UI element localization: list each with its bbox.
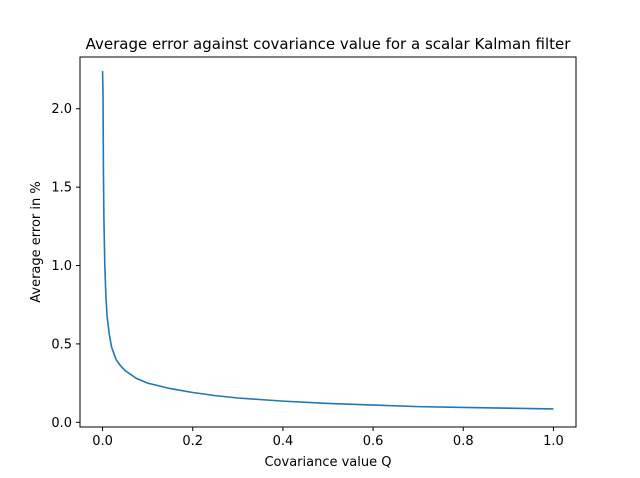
- y-axis: 0.0 0.5 1.0 1.5 2.0: [51, 102, 80, 431]
- y-tick-label: 1.0: [51, 259, 72, 274]
- y-tick-label: 2.0: [51, 102, 72, 117]
- x-tick-label: 0.4: [273, 434, 294, 449]
- axes-frame: [79, 56, 577, 428]
- x-tick-label: 0.0: [92, 434, 113, 449]
- chart-title: Average error against covariance value f…: [86, 35, 572, 53]
- x-tick-label: 0.8: [453, 434, 474, 449]
- y-tick-label: 0.0: [51, 416, 72, 431]
- y-tick-label: 1.5: [51, 181, 72, 196]
- x-axis: 0.0 0.2 0.4 0.6 0.8 1.0: [92, 427, 564, 449]
- y-axis-title: Average error in %: [29, 181, 44, 302]
- x-tick-label: 0.6: [363, 434, 384, 449]
- y-tick-label: 0.5: [51, 337, 72, 352]
- x-axis-title: Covariance value Q: [264, 455, 391, 470]
- x-tick-label: 0.2: [182, 434, 203, 449]
- series-line-0: [101, 71, 554, 410]
- x-tick-label: 1.0: [543, 434, 564, 449]
- plot-area: [101, 71, 554, 410]
